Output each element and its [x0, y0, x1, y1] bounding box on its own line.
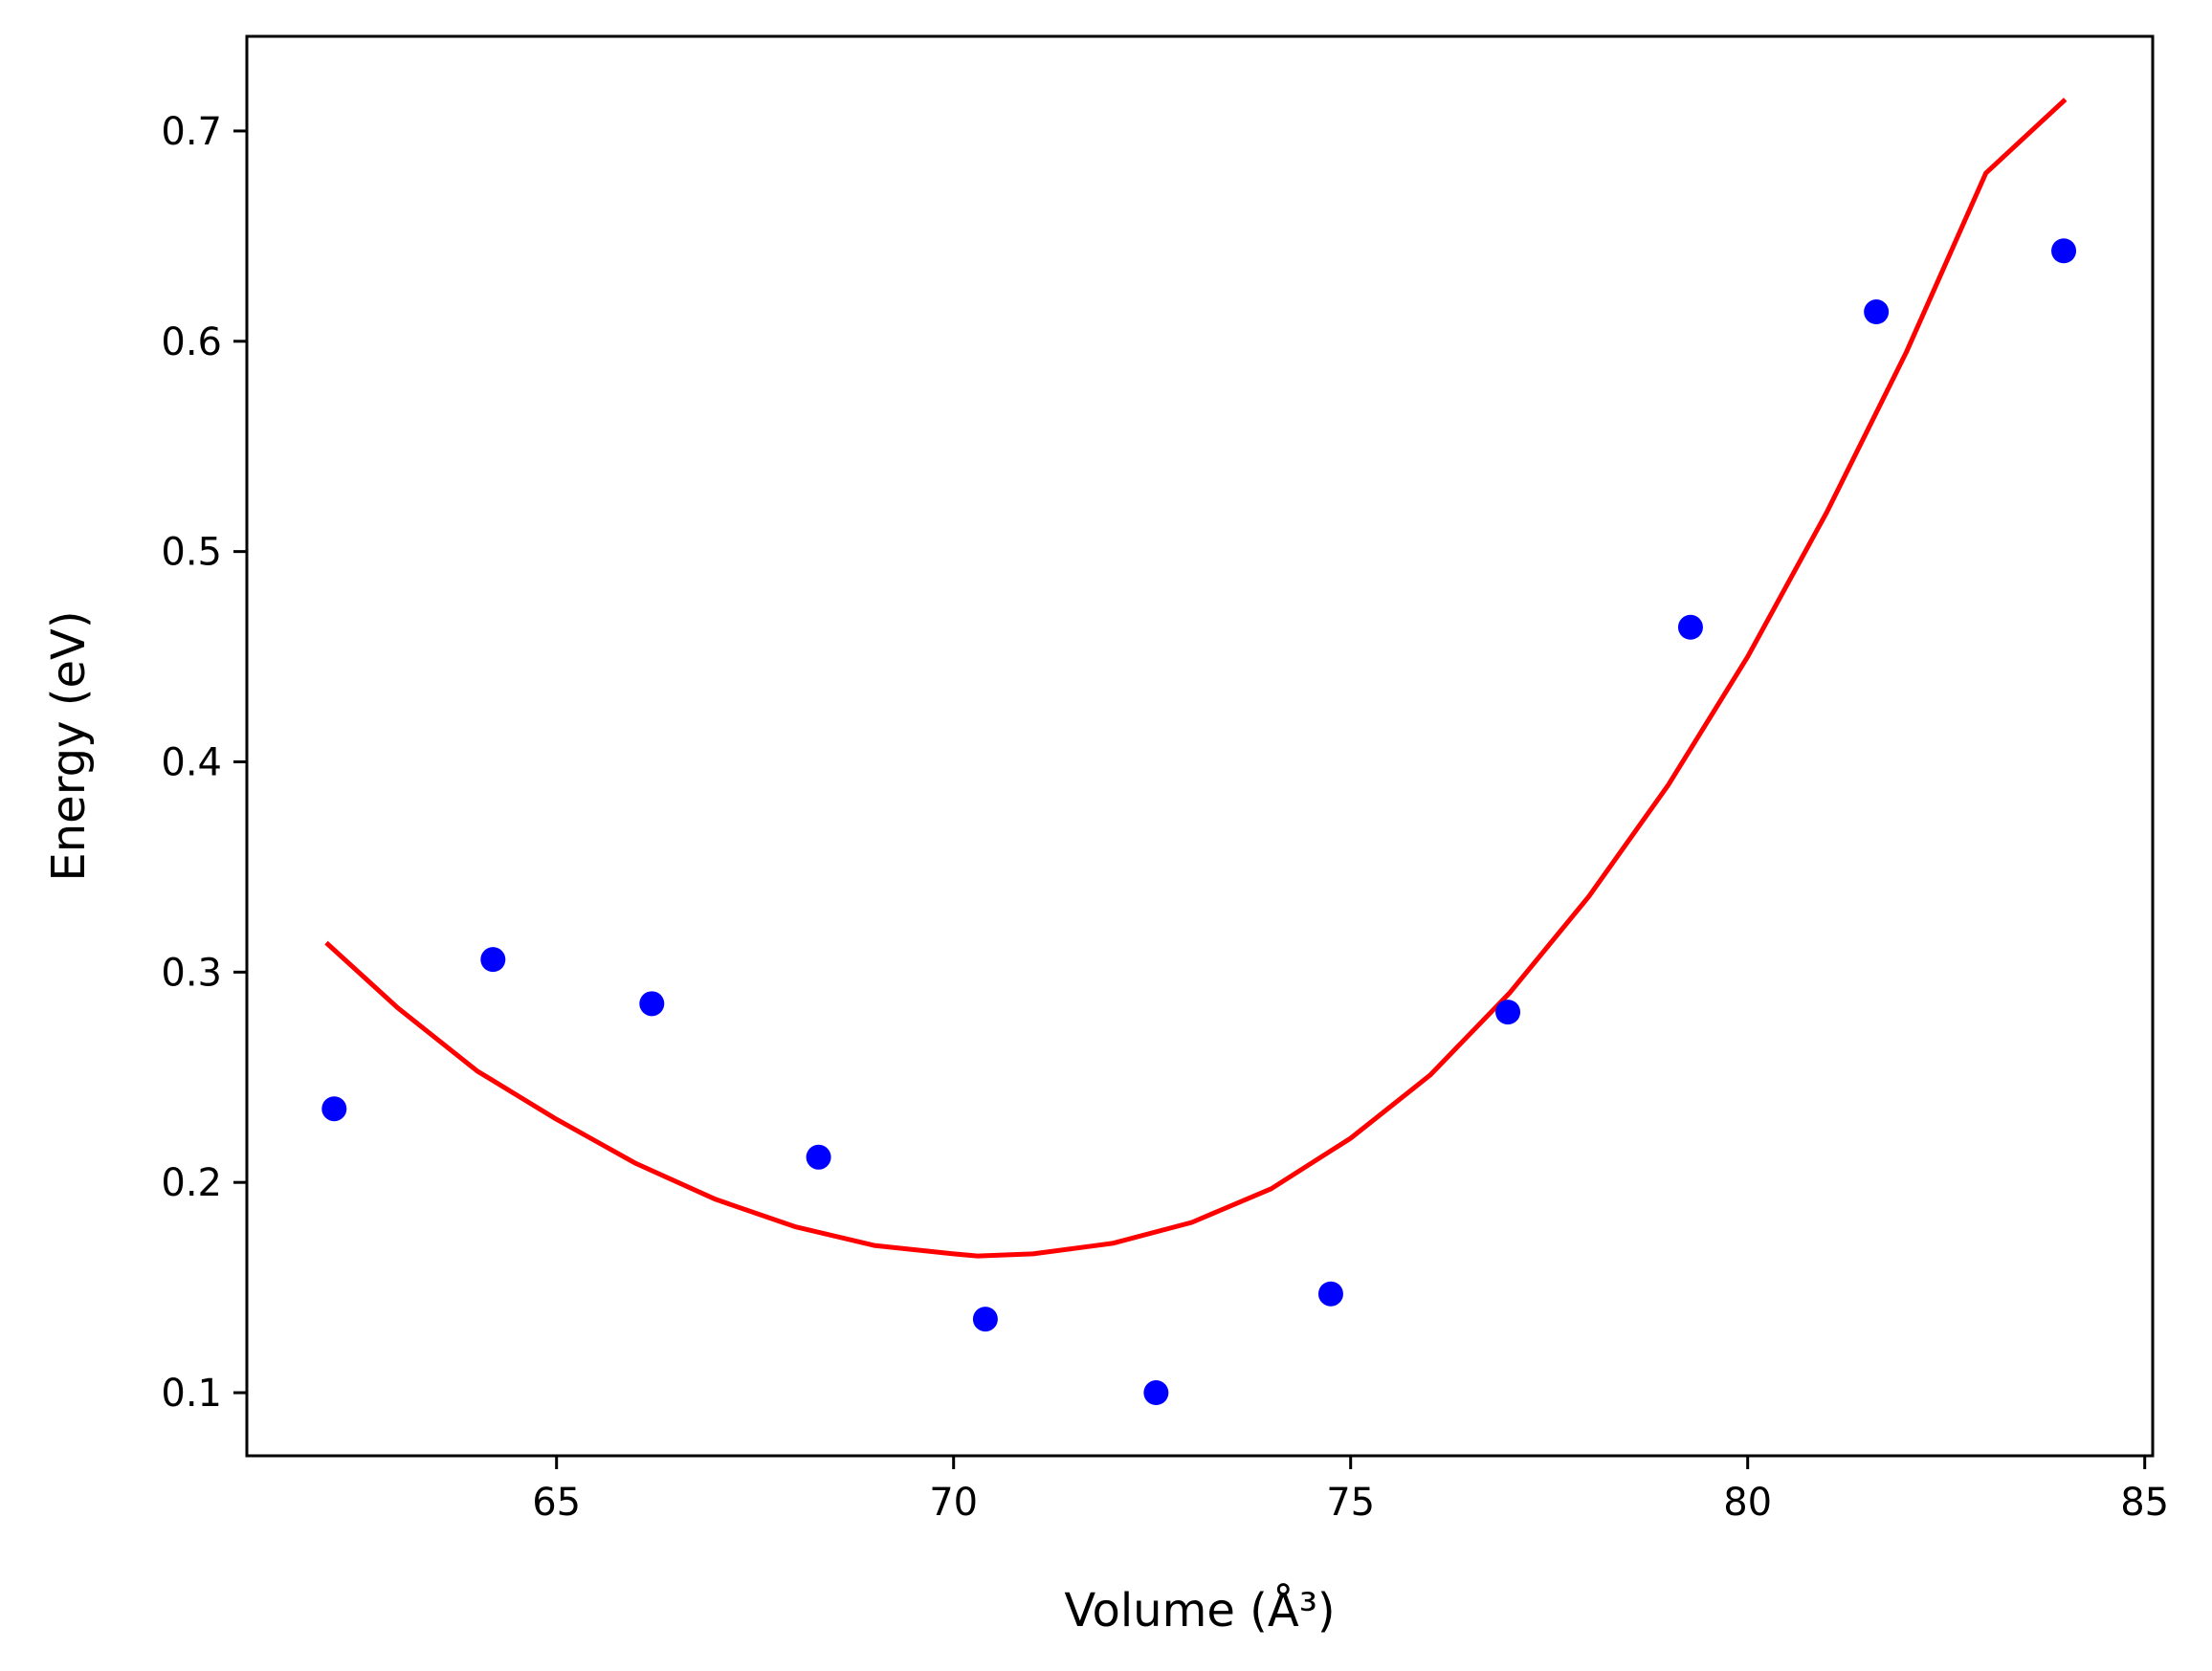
data-point [321, 1096, 347, 1122]
y-tick-label: 0.3 [161, 951, 222, 995]
x-tick-label: 70 [929, 1481, 978, 1525]
x-tick-label: 75 [1326, 1481, 1375, 1525]
y-axis-label: Energy (eV) [42, 610, 96, 881]
fit-curve [324, 98, 2068, 1259]
data-point [1143, 1380, 1169, 1406]
data-point [639, 991, 665, 1017]
plot-content [321, 98, 2077, 1406]
y-tick-label: 0.5 [161, 531, 222, 575]
data-point [1317, 1281, 1343, 1307]
y-tick-label: 0.7 [161, 110, 222, 154]
y-axis-ticks: 0.1 0.2 0.3 0.4 0.5 0.6 0.7 [161, 110, 247, 1416]
data-point [1677, 614, 1703, 640]
x-tick-label: 65 [532, 1481, 581, 1525]
y-tick-label: 0.4 [161, 740, 222, 784]
x-tick-label: 80 [1723, 1481, 1772, 1525]
x-tick-label: 85 [2120, 1481, 2169, 1525]
data-point [972, 1307, 998, 1332]
data-point [1864, 299, 1890, 325]
plot-frame [245, 34, 2155, 1458]
x-axis-label: Volume (Å³) [1064, 1583, 1335, 1638]
data-point [2051, 238, 2077, 264]
y-tick-label: 0.6 [161, 320, 222, 364]
y-tick-label: 0.1 [161, 1372, 222, 1416]
data-point [1495, 1000, 1521, 1025]
data-point [806, 1144, 831, 1170]
y-tick-label: 0.2 [161, 1161, 222, 1205]
x-axis-ticks: 65 70 75 80 85 [532, 1456, 2169, 1525]
data-point [480, 947, 506, 973]
